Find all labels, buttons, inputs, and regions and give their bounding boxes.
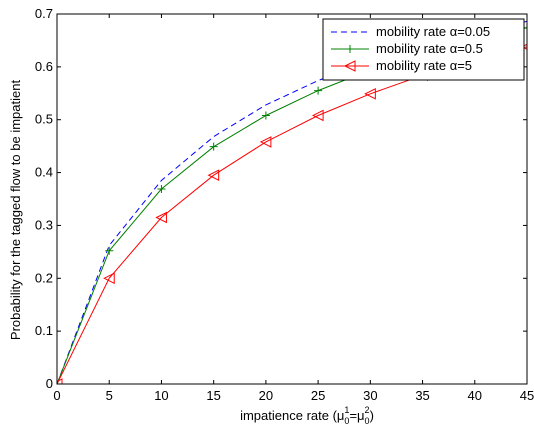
x-tick-label: 25 <box>311 388 325 403</box>
plus-marker <box>209 142 218 151</box>
legend-item: mobility rate α=5 <box>331 58 472 73</box>
y-axis-label: Probability for the tagged flow to be im… <box>8 80 23 341</box>
ticks-layer: 0 5 10 15 20 25 30 35 40 45 0 0.1 0.2 0.3 0.4 0.5 0.6 0.7 <box>35 6 534 403</box>
plus-marker <box>346 45 354 53</box>
y-tick-label: 0.1 <box>35 323 53 338</box>
legend-label: mobility rate α=0.5 <box>376 41 483 56</box>
plus-marker <box>157 184 166 193</box>
axes-layer <box>56 13 528 385</box>
axes-frame <box>56 13 528 385</box>
x-tick-label: 30 <box>363 388 377 403</box>
triangle-marker <box>103 272 115 285</box>
legend-item: mobility rate α=0.05 <box>331 24 490 39</box>
y-tick-label: 0.6 <box>35 59 53 74</box>
y-tick-label: 0.2 <box>35 270 53 285</box>
y-tick-label: 0.3 <box>35 217 53 232</box>
legend-item: mobility rate α=0.5 <box>331 41 483 56</box>
triangle-marker <box>155 211 167 224</box>
x-tick-label: 10 <box>154 388 168 403</box>
legend-label: mobility rate α=0.05 <box>376 24 490 39</box>
triangle-marker <box>311 109 324 122</box>
y-tick-label: 0 <box>46 376 53 391</box>
y-tick-label: 0.7 <box>35 6 53 21</box>
x-tick-label: 40 <box>468 388 482 403</box>
triangle-marker <box>207 169 220 182</box>
triangle-marker <box>259 136 272 148</box>
plus-marker <box>105 246 114 255</box>
plus-marker <box>261 111 270 120</box>
legend-label: mobility rate α=5 <box>376 58 472 73</box>
plus-marker <box>314 86 323 95</box>
x-tick-label: 0 <box>53 388 60 403</box>
x-tick-label: 45 <box>520 388 534 403</box>
y-tick-label: 0.5 <box>35 112 53 127</box>
triangle-marker <box>364 88 376 100</box>
x-tick-label: 15 <box>206 388 220 403</box>
triangle-marker <box>343 60 356 72</box>
legend: mobility rate α=0.05 mobility rate α=0.5 m… <box>322 18 525 81</box>
x-axis-label: impatience rate (μ01=μ02) <box>240 405 374 426</box>
x-tick-label: 35 <box>415 388 429 403</box>
x-tick-label: 20 <box>259 388 273 403</box>
x-tick-label: 5 <box>106 388 113 403</box>
y-tick-label: 0.4 <box>35 165 53 180</box>
